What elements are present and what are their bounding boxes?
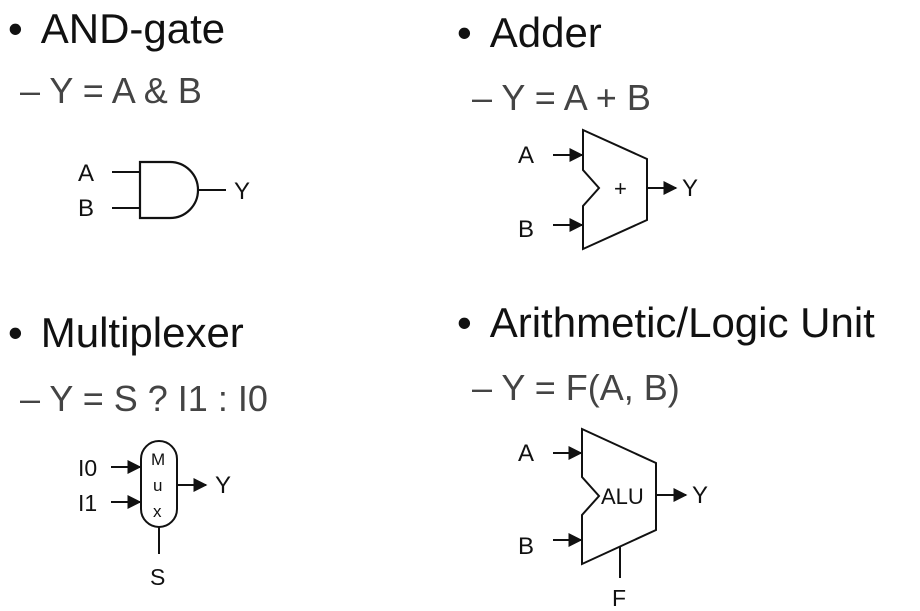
multiplexer-heading: • Multiplexer xyxy=(8,312,244,354)
alu-title: Arithmetic/Logic Unit xyxy=(489,299,875,346)
alu-label-f: F xyxy=(612,585,626,611)
adder-label-a: A xyxy=(518,142,534,169)
adder-title: Adder xyxy=(489,9,602,56)
alu-heading: • Arithmetic/Logic Unit xyxy=(457,302,875,344)
multiplexer-title: Multiplexer xyxy=(40,309,244,356)
alu-label-op: ALU xyxy=(601,484,644,509)
alu-label-y: Y xyxy=(692,482,708,509)
bullet-icon: • xyxy=(457,9,472,56)
bullet-icon: • xyxy=(8,5,23,52)
mux-label-y: Y xyxy=(215,472,231,499)
adder-symbol: A B + Y xyxy=(518,128,698,251)
alu-symbol: A B ALU Y F xyxy=(518,427,708,611)
adder-label-plus: + xyxy=(614,176,627,201)
and-label-b: B xyxy=(78,195,94,222)
and-gate-body xyxy=(138,160,200,220)
and-gate-title: AND-gate xyxy=(40,5,226,52)
alu-equation: – Y = F(A, B) xyxy=(472,367,680,408)
mux-label-s: S xyxy=(150,564,165,590)
and-label-a: A xyxy=(78,160,94,187)
bullet-icon: • xyxy=(457,299,472,346)
mux-label-u: u xyxy=(153,476,162,495)
adder-label-y: Y xyxy=(682,175,698,202)
alu-body xyxy=(581,427,657,566)
and-gate-equation: – Y = A & B xyxy=(20,70,202,111)
adder-body xyxy=(582,128,648,251)
mux-label-m: M xyxy=(151,450,165,469)
alu-label-a: A xyxy=(518,440,534,467)
and-gate-heading: • AND-gate xyxy=(8,8,225,50)
adder-label-b: B xyxy=(518,216,534,243)
adder-equation: – Y = A + B xyxy=(472,77,651,118)
and-label-y: Y xyxy=(234,178,250,205)
mux-label-i1: I1 xyxy=(78,490,97,516)
alu-label-b: B xyxy=(518,533,534,560)
bullet-icon: • xyxy=(8,309,23,356)
and-gate-symbol: A B Y xyxy=(78,160,250,222)
mux-symbol: I0 I1 M u x Y S xyxy=(78,440,231,590)
mux-label-x: x xyxy=(153,502,162,521)
adder-heading: • Adder xyxy=(457,12,602,54)
multiplexer-equation: – Y = S ? I1 : I0 xyxy=(20,378,268,419)
mux-label-i0: I0 xyxy=(78,455,97,481)
